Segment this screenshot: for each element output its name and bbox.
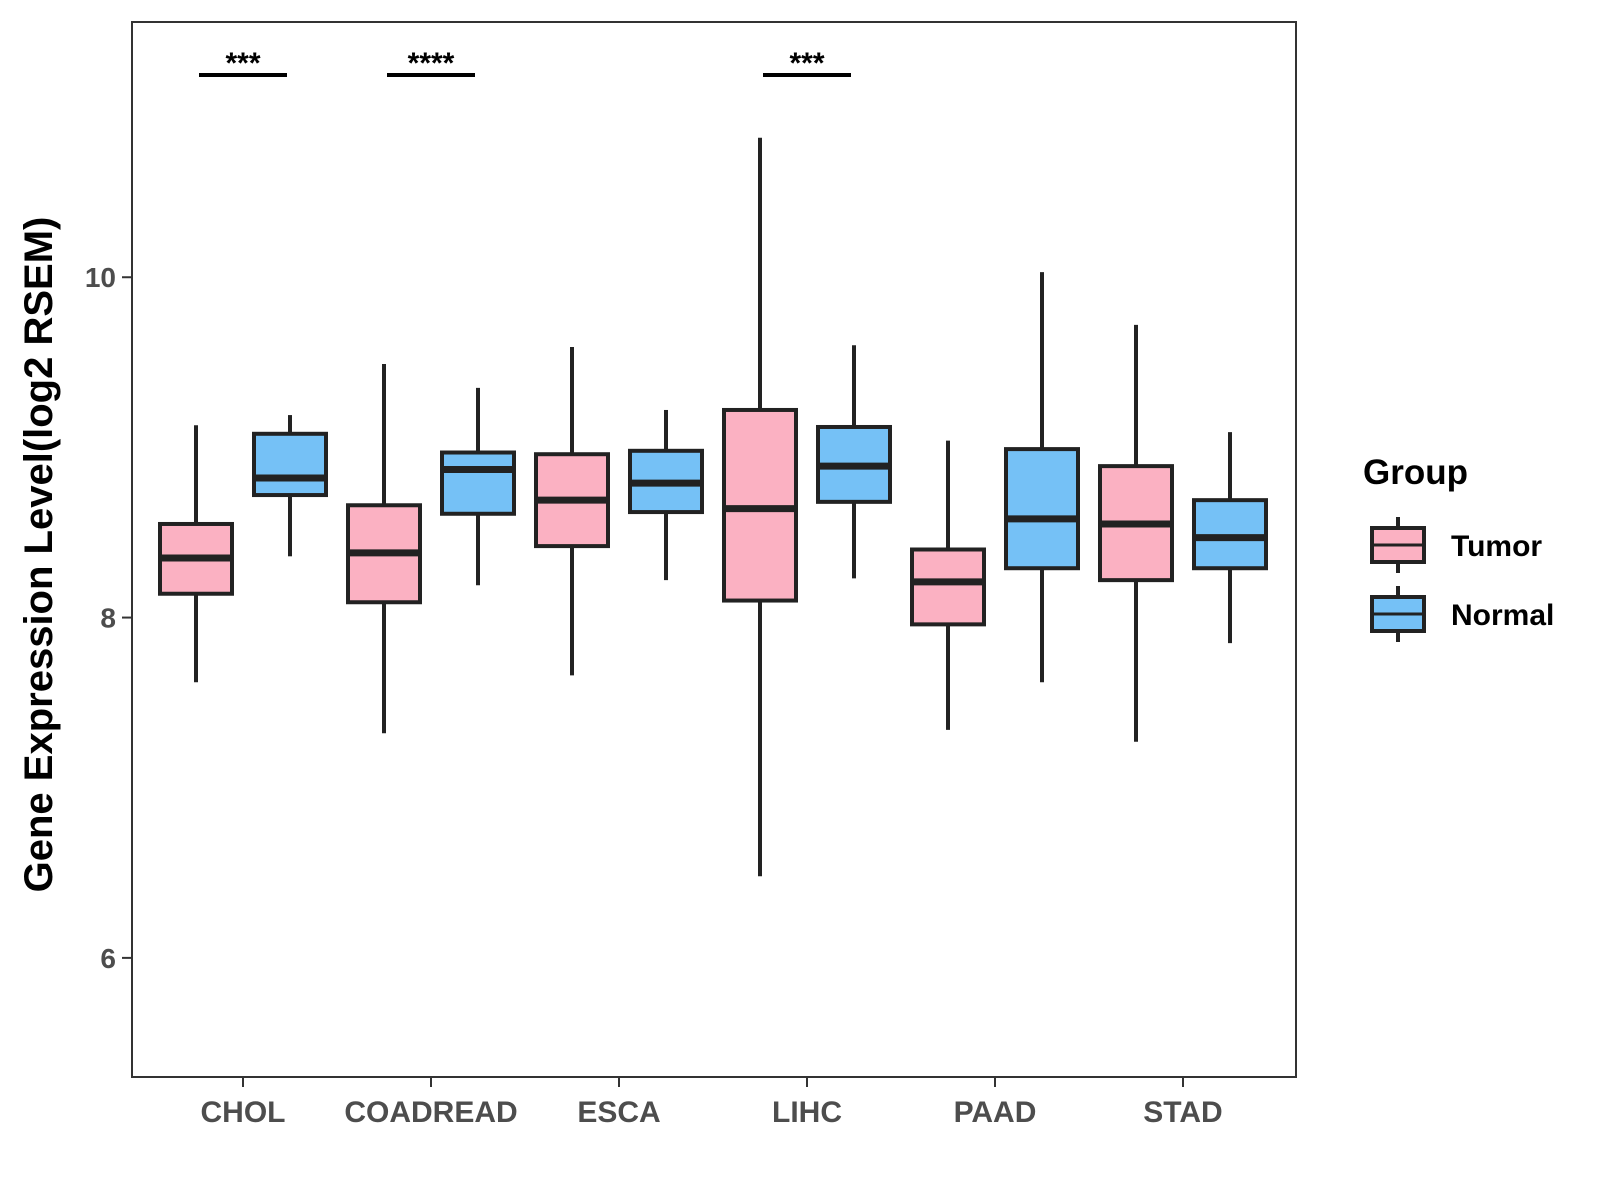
y-tick-label: 8	[100, 603, 116, 634]
y-tick-label: 6	[100, 943, 116, 974]
y-tick-label: 10	[85, 262, 116, 293]
legend-title: Group	[1363, 453, 1468, 492]
box-tumor	[910, 547, 986, 627]
y-axis-title: Gene Expression Level(log2 RSEM)	[17, 217, 61, 893]
x-tick-label-chol: CHOL	[201, 1096, 286, 1129]
significance-label: ***	[789, 47, 824, 80]
axes: 6 8 10 CHOL COADREAD ESCA LIHC PAAD STAD	[85, 262, 1223, 1129]
legend-label-tumor: Tumor	[1451, 530, 1542, 563]
box-normal	[1004, 447, 1080, 571]
x-tick-label-lihc: LIHC	[772, 1096, 842, 1129]
plot-panel-border	[131, 21, 1297, 1078]
legend: Group Tumor Normal	[1363, 453, 1554, 642]
box-normal	[440, 450, 516, 516]
legend-label-normal: Normal	[1451, 599, 1554, 632]
plot-marks: *** **** ***	[158, 47, 1268, 877]
significance-label: ***	[225, 47, 260, 80]
x-tick-label-stad: STAD	[1143, 1096, 1222, 1129]
x-tick-label-paad: PAAD	[954, 1096, 1037, 1129]
significance-label: ****	[408, 47, 455, 80]
x-tick-label-esca: ESCA	[577, 1096, 660, 1129]
x-tick-label-coadread: COADREAD	[344, 1096, 517, 1129]
box-normal	[252, 431, 328, 498]
